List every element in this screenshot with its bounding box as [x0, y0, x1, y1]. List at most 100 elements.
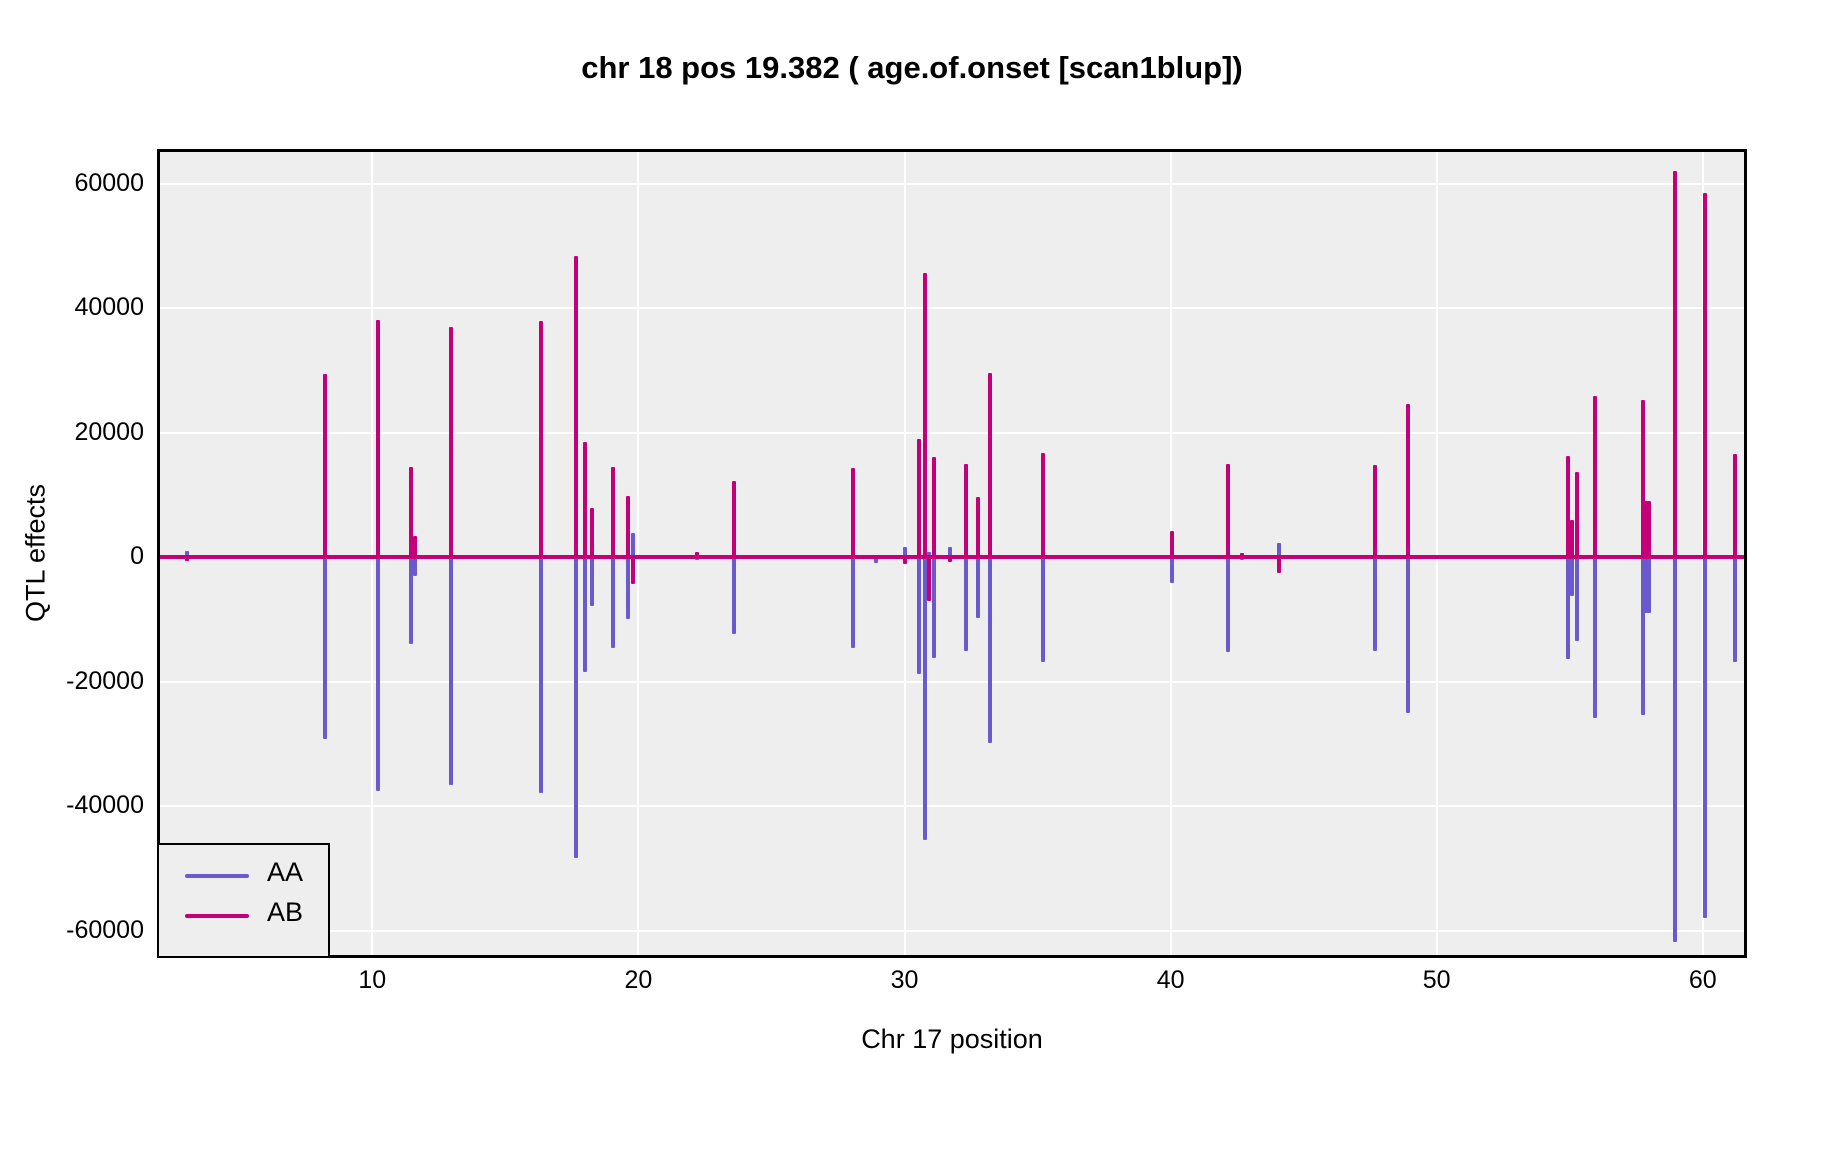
- spike-ab: [1239, 552, 1244, 557]
- spike-aa: [1644, 557, 1649, 614]
- legend-line-ab: [185, 914, 249, 918]
- spike-ab: [731, 481, 736, 557]
- spike-ab: [1405, 403, 1410, 557]
- spike-ab: [1644, 500, 1649, 557]
- y-tick-label-20000: 20000: [74, 417, 144, 446]
- spike-aa: [1405, 557, 1410, 713]
- spike-ab: [1169, 530, 1174, 557]
- spike-aa: [630, 533, 635, 557]
- gridline-x-60: [1701, 152, 1704, 955]
- x-tick-label-30: 30: [890, 966, 919, 994]
- y-tick-label-40000: 40000: [74, 293, 144, 321]
- spike-aa: [1575, 557, 1580, 642]
- spike-ab: [1702, 193, 1707, 557]
- x-tick-label-20: 20: [624, 966, 653, 994]
- legend-entry-ab: AB: [159, 897, 328, 935]
- spike-aa: [931, 557, 936, 658]
- spike-aa: [1593, 557, 1598, 718]
- spike-aa: [903, 547, 908, 557]
- spike-ab: [626, 495, 631, 557]
- x-tick-label-60: 60: [1688, 966, 1717, 994]
- spike-aa: [1566, 557, 1571, 660]
- spike-aa: [1225, 557, 1230, 653]
- spike-ab: [449, 327, 454, 557]
- spike-ab: [931, 456, 936, 557]
- spike-ab: [903, 557, 908, 565]
- y-tick-label--20000: -20000: [66, 666, 144, 695]
- gridline-y-20000: [160, 431, 1744, 434]
- spike-aa: [409, 557, 414, 645]
- zero-line: [160, 555, 1744, 559]
- spike-ab: [409, 467, 414, 557]
- y-tick-label--40000: -40000: [66, 791, 144, 819]
- spike-aa: [582, 557, 587, 672]
- gridline-y-40000: [160, 307, 1744, 309]
- x-tick-label-50: 50: [1422, 966, 1451, 994]
- spike-aa: [412, 557, 417, 576]
- y-tick-label--60000: -60000: [66, 915, 144, 944]
- spike-aa: [626, 557, 631, 620]
- gridline-x-50: [1435, 152, 1438, 955]
- y-tick-label-0: 0: [130, 542, 144, 570]
- spike-ab: [611, 467, 616, 557]
- spike-ab: [630, 557, 635, 585]
- spike-aa: [917, 557, 922, 675]
- gridline-x-10: [371, 152, 374, 955]
- spike-ab: [590, 507, 595, 557]
- gridline-y--60000: [160, 929, 1744, 932]
- spike-ab: [1640, 399, 1645, 557]
- spike-ab: [323, 373, 328, 557]
- spike-ab: [926, 557, 931, 601]
- spike-ab: [922, 273, 927, 557]
- spike-aa: [1040, 557, 1045, 662]
- plot-area: [160, 152, 1744, 955]
- spike-aa: [1570, 557, 1575, 597]
- spike-ab: [1570, 519, 1575, 557]
- spike-ab: [1372, 465, 1377, 557]
- spike-ab: [1040, 453, 1045, 557]
- spike-ab: [987, 372, 992, 557]
- spike-ab: [582, 441, 587, 557]
- spike-ab: [947, 557, 952, 562]
- spike-aa: [926, 552, 931, 557]
- chart-title: chr 18 pos 19.382 ( age.of.onset [scan1b…: [581, 50, 1243, 85]
- spike-ab: [185, 557, 190, 562]
- spike-aa: [922, 557, 927, 841]
- spike-aa: [185, 551, 190, 557]
- spike-aa: [851, 557, 856, 648]
- spike-aa: [590, 557, 595, 607]
- spike-ab: [1593, 395, 1598, 557]
- spike-aa: [1640, 557, 1645, 716]
- spike-aa: [874, 557, 879, 564]
- spike-aa: [1702, 557, 1707, 919]
- spike-ab: [1673, 171, 1678, 557]
- spike-aa: [538, 557, 543, 793]
- legend-label-aa: AA: [267, 857, 304, 887]
- x-axis-label: Chr 17 position: [861, 1024, 1043, 1054]
- spike-aa: [449, 557, 454, 785]
- x-tick-label-40: 40: [1156, 966, 1185, 994]
- spike-aa: [1673, 557, 1678, 942]
- spike-aa: [731, 557, 736, 635]
- spike-ab: [573, 256, 578, 557]
- spike-ab: [1575, 472, 1580, 557]
- legend-line-aa: [185, 874, 249, 878]
- spike-aa: [1372, 557, 1377, 651]
- spike-aa: [573, 557, 578, 858]
- spike-ab: [917, 439, 922, 557]
- spike-aa: [611, 557, 616, 648]
- spike-ab: [1647, 500, 1652, 557]
- spike-ab: [412, 536, 417, 557]
- plot-panel: AA AB: [157, 149, 1747, 958]
- spike-ab: [874, 554, 879, 558]
- spike-aa: [1647, 557, 1652, 614]
- legend-entry-aa: AA: [159, 857, 328, 895]
- spike-aa: [1276, 543, 1281, 557]
- spike-aa: [375, 557, 380, 792]
- spike-aa: [947, 547, 952, 557]
- gridline-y-60000: [160, 182, 1744, 185]
- spike-ab: [694, 552, 699, 557]
- spike-aa: [1732, 557, 1737, 662]
- spike-ab: [538, 321, 543, 557]
